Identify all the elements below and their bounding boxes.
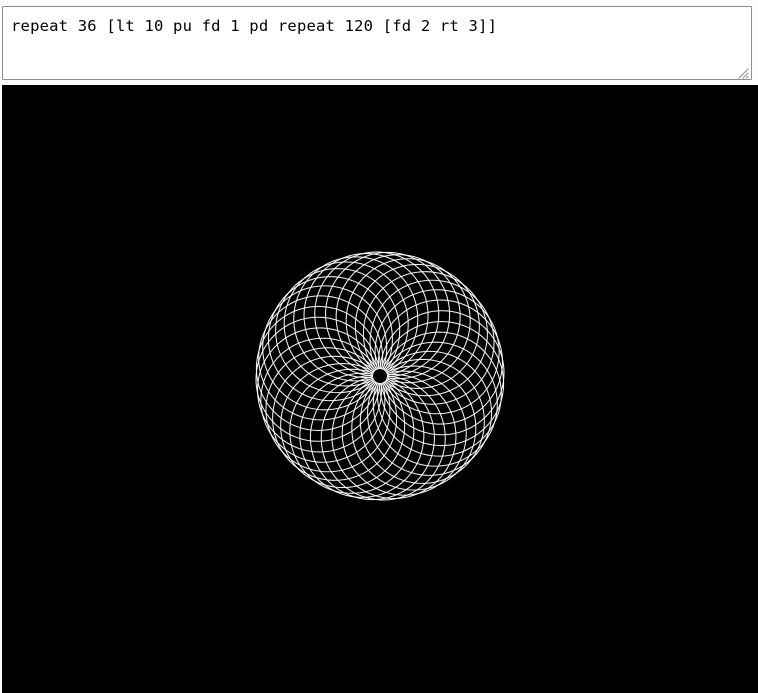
resize-handle-icon[interactable] [735, 64, 749, 79]
turtle-canvas[interactable] [2, 85, 758, 693]
turtle-drawing [2, 85, 758, 693]
center-dot [373, 369, 387, 383]
code-editor-box[interactable] [2, 6, 752, 80]
spirograph-paths [255, 251, 505, 501]
editor-strip [0, 0, 758, 85]
code-input[interactable] [9, 14, 749, 74]
